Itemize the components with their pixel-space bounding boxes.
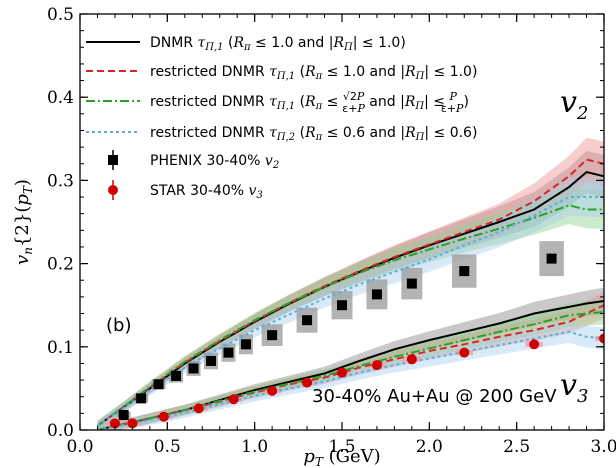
star-v3-point <box>599 333 604 344</box>
legend-label-phenix: PHENIX 30-40% v2 <box>150 153 279 171</box>
star-v3-point <box>371 360 382 371</box>
legend-marker-phenix <box>108 155 118 165</box>
star-v3-point <box>302 377 313 388</box>
plot-area <box>80 14 604 430</box>
star-v3-point <box>267 385 278 396</box>
x-tick-label: 2.5 <box>503 437 530 457</box>
star-v3-point <box>127 418 138 429</box>
x-tick-label: 3.0 <box>590 437 616 457</box>
phenix-v2-point <box>118 410 129 421</box>
phenix-v2-point <box>546 253 557 264</box>
star-v3-point <box>193 403 204 414</box>
phenix-v2-point <box>337 300 347 311</box>
x-tick-label: 0.0 <box>66 437 93 457</box>
legend-label-restricted-2: restricted DNMR τΠ,2 (Rπ ≤ 0.6 and |RΠ| … <box>150 125 477 143</box>
legend-label-dnmr: DNMR τΠ,1 (Rπ ≤ 1.0 and |RΠ| ≤ 1.0) <box>150 35 406 53</box>
panel-label: (b) <box>106 315 131 336</box>
phenix-v2-point <box>206 355 216 366</box>
phenix-v2-point <box>302 315 313 326</box>
phenix-v2-point <box>136 393 147 404</box>
star-v3-point <box>158 411 169 422</box>
phenix-v2-point <box>240 339 251 350</box>
star-v3-point <box>109 418 120 429</box>
y-tick-label: 0.5 <box>47 5 74 25</box>
star-v3-point <box>459 347 470 358</box>
star-v3-point <box>406 354 417 365</box>
star-v3-point <box>228 394 239 405</box>
y-tick-label: 0.3 <box>47 171 74 191</box>
uncertainty-bands <box>97 137 604 430</box>
phenix-v2-point <box>188 363 199 374</box>
v2-curve-3 <box>96 196 604 427</box>
star-v3-point <box>529 339 540 350</box>
axis-ticks: 0.0 0.5 1.0 1.5 2.0 2.5 3.0 0.0 0.1 0.2 0.3 0.4 0.5 <box>47 5 616 457</box>
phenix-v2-point <box>267 330 278 341</box>
v2-band-0 <box>97 150 604 430</box>
x-tick-label: 1.0 <box>241 437 268 457</box>
v2-band-2 <box>97 186 604 430</box>
v3-band-1 <box>97 292 604 430</box>
v2-band-1 <box>97 137 604 430</box>
data-markers <box>109 253 604 429</box>
legend-label-star: STAR 30-40% v3 <box>150 183 263 201</box>
collision-system-annotation: 30-40% Au+Au @ 200 GeV <box>312 386 557 407</box>
x-tick-label: 0.5 <box>154 437 181 457</box>
y-tick-label: 0.1 <box>47 338 74 358</box>
star-v3-point <box>337 367 347 378</box>
phenix-v2-point <box>459 266 470 277</box>
v3-curve-3 <box>97 330 604 430</box>
v3-band-0 <box>97 287 604 430</box>
y-tick-label: 0.4 <box>47 88 74 108</box>
x-tick-label: 1.5 <box>328 437 355 457</box>
y-tick-label: 0.0 <box>47 421 74 441</box>
v2-harmonic-label: v2 <box>560 85 588 124</box>
legend-label-restricted-1: restricted DNMR τΠ,1 (Rπ ≤ 1.0 and |RΠ| … <box>150 64 477 82</box>
y-axis-label: vn{2}(pT) <box>12 179 35 265</box>
phenix-v2-point <box>153 379 164 390</box>
phenix-v2-point <box>406 278 417 289</box>
x-axis-label: pT (GeV) <box>303 446 380 468</box>
x-tick-label: 2.0 <box>416 437 443 457</box>
phenix-v2-point <box>223 347 234 358</box>
phenix-v2-point <box>371 289 382 300</box>
legend-marker-star <box>108 185 118 195</box>
v3-curve-2 <box>97 310 604 430</box>
y-tick-label: 0.2 <box>47 255 74 275</box>
v2-band-3 <box>97 176 604 430</box>
phenix-v2-point <box>171 370 182 381</box>
